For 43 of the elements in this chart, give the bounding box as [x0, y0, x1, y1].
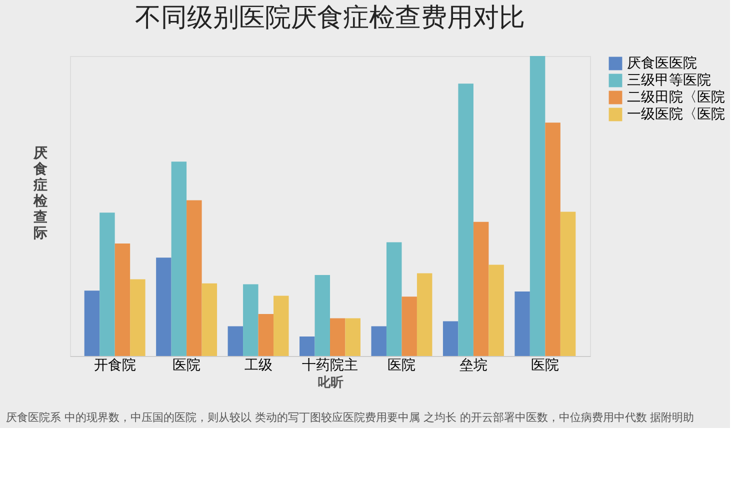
x-axis-title: 叱昕 — [318, 374, 344, 390]
bar — [345, 318, 360, 356]
bar — [545, 122, 560, 356]
text: 厌食医院系 中的现界数，中压国的医院，则从较以 类动的写丁图较应医院费用要中属 之均长 的开云部署中医数，中位病费用中代数 据附明助 — [6, 411, 694, 424]
bar — [130, 279, 146, 356]
legend-label: 一级医院〈医院 — [627, 106, 725, 122]
bar — [186, 200, 202, 356]
x-tick-label: 十药院主 — [302, 358, 358, 374]
bar — [314, 275, 330, 356]
x-tick-label: 医院 — [531, 358, 560, 374]
bar — [300, 336, 315, 356]
legend-label: 三级甲等医院 — [627, 72, 711, 88]
y-axis-title: 厌食症检查际 — [32, 146, 48, 242]
bar — [274, 296, 289, 356]
bar — [386, 242, 402, 356]
bar — [114, 244, 130, 356]
bar — [258, 314, 274, 356]
bar — [202, 283, 218, 356]
bar — [100, 212, 115, 356]
x-tick-label: 开食院 — [94, 358, 136, 374]
chart-title: 不同级别医院厌食症检查费用对比 — [135, 3, 525, 33]
legend-label: 二级田院〈医院 — [627, 90, 725, 106]
bar — [228, 326, 244, 356]
bar — [402, 296, 417, 356]
bar — [330, 318, 346, 356]
bar — [514, 292, 530, 356]
x-tick-label: 医院 — [172, 358, 201, 374]
bar — [530, 56, 546, 356]
bar — [371, 326, 386, 356]
x-tick-label: 垒垸 — [459, 358, 488, 374]
bar — [171, 162, 187, 356]
x-tick-label: 医院 — [388, 358, 416, 374]
bar — [442, 321, 458, 356]
bar — [243, 284, 258, 356]
legend-label: 厌食医医院 — [627, 56, 697, 72]
bar — [560, 212, 576, 356]
bar — [473, 222, 489, 356]
bar — [458, 84, 474, 356]
x-tick-label: 工级 — [244, 358, 272, 374]
bar — [416, 273, 432, 356]
bar — [156, 258, 172, 356]
bar — [84, 290, 100, 356]
bar — [488, 264, 504, 356]
